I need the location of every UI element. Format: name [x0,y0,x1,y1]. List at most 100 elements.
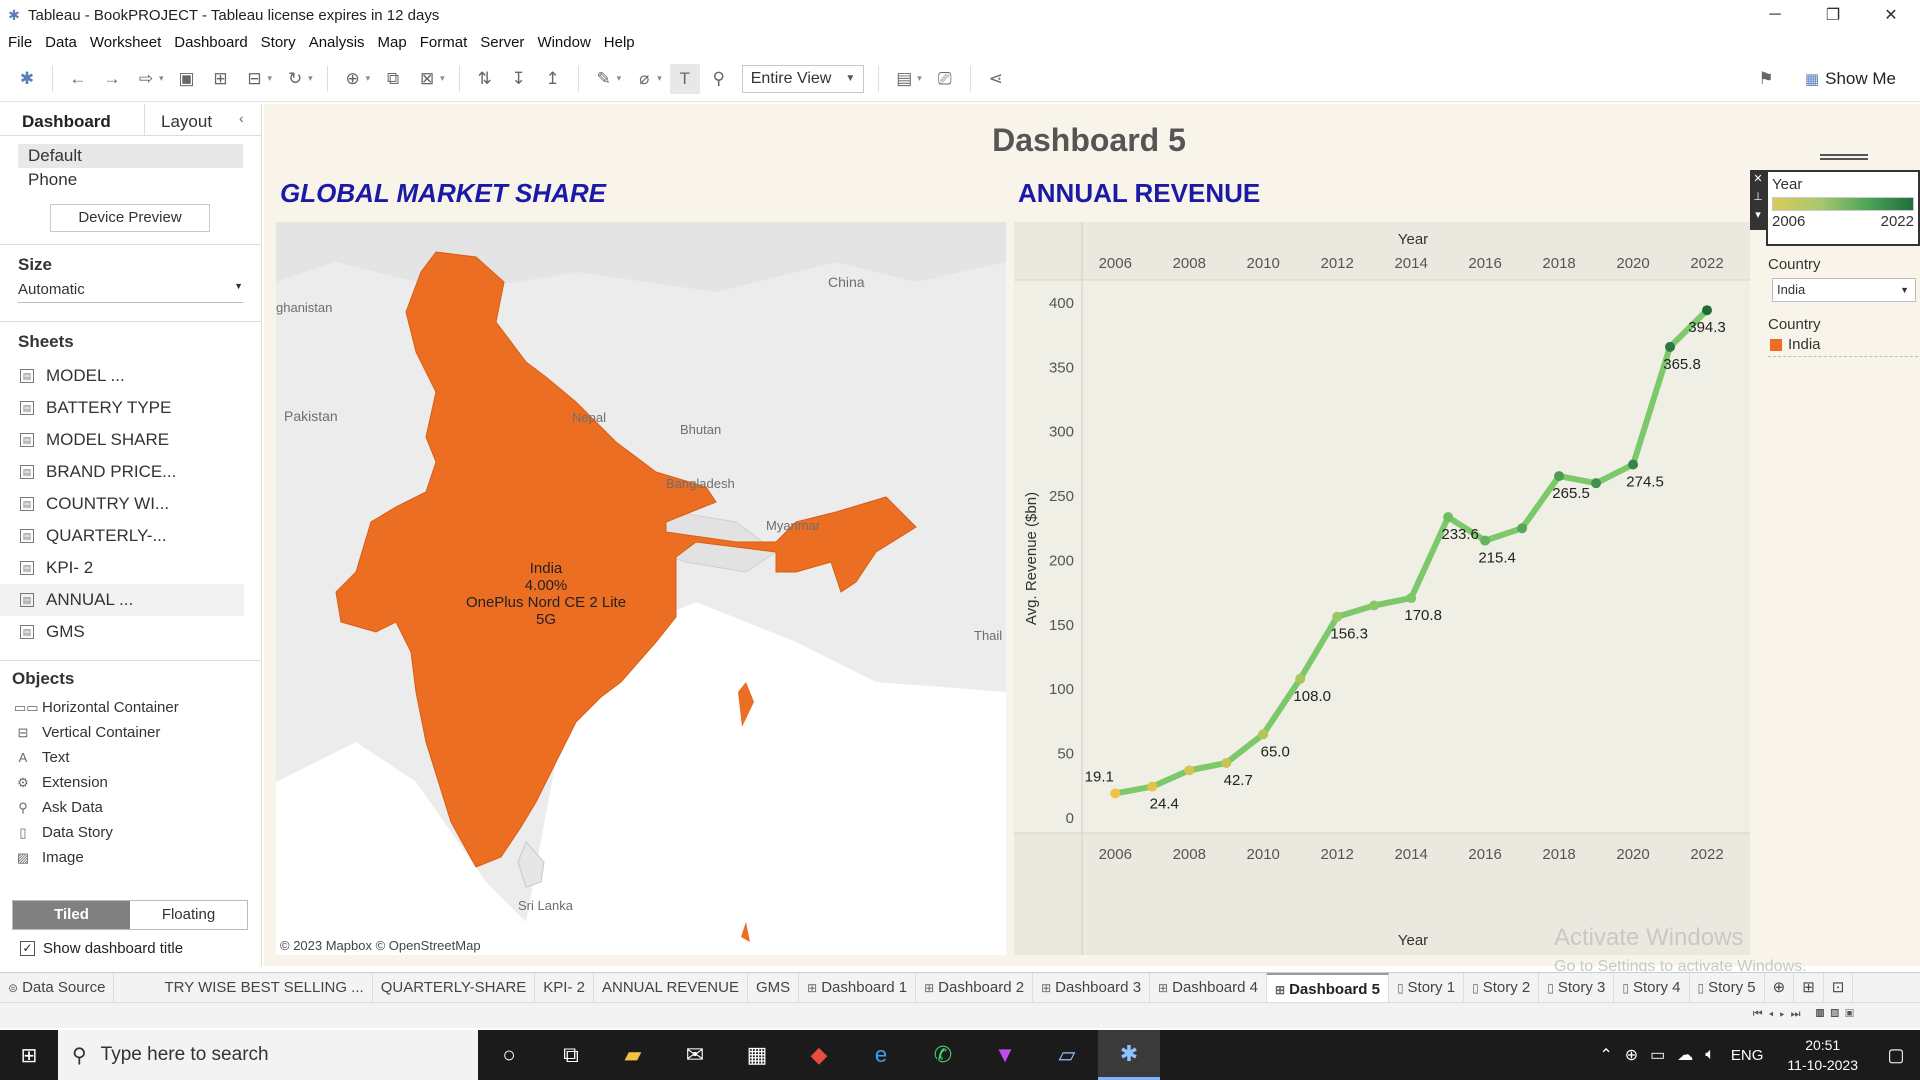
show-me-button[interactable]: ▦ Show Me [1805,69,1896,89]
more-options-icon[interactable]: ▾ [1755,209,1761,221]
dropdown-arrow-icon[interactable]: ▾ [159,73,164,83]
sheet-item[interactable]: ▤ MODEL SHARE [20,424,261,456]
sheet-item[interactable]: ▤ KPI- 2 [20,552,261,584]
taskbar-search-box[interactable]: ⚲ Type here to search [58,1030,478,1080]
mail-icon[interactable]: ✉ [685,1042,705,1067]
object-extension[interactable]: ⚙ Extension [14,770,261,795]
tab-story[interactable]: ▯ Story 5 [1690,972,1765,1003]
dropdown-arrow-icon[interactable]: ▾ [616,73,622,83]
language-indicator[interactable]: ENG [1730,1046,1764,1064]
save-icon[interactable]: ▣ [178,68,195,88]
year-color-legend[interactable]: Year 2006 2022 [1766,170,1920,246]
drag-handle-icon[interactable] [1820,154,1868,160]
new-worksheet-icon[interactable]: ⊕ [345,68,360,88]
menu-server[interactable]: Server [480,33,525,51]
country-filter-select[interactable]: India ▼ [1772,278,1916,302]
file-explorer-icon[interactable]: ▰ [624,1042,642,1067]
network-globe-icon[interactable]: ⊕ [1624,1047,1639,1064]
tiled-button[interactable]: Tiled [13,901,130,929]
pin-board-icon[interactable]: ⚑ [1758,69,1774,88]
anydesk-icon[interactable]: ◆ [810,1042,828,1067]
checkbox-checked-icon[interactable]: ✓ [20,941,35,956]
tab-sheet[interactable]: GMS [748,972,800,1003]
microsoft-store-icon[interactable]: ▦ [746,1042,768,1067]
dropdown-arrow-icon[interactable]: ▾ [917,73,922,83]
menu-worksheet[interactable]: Worksheet [89,33,162,51]
close-button[interactable]: ✕ [1884,7,1898,24]
device-phone[interactable]: Phone [28,170,78,189]
tableau-home-icon[interactable]: ✱ [19,68,35,88]
sort-ascending-icon[interactable]: ↧ [511,68,526,88]
sort-descending-icon[interactable]: ↥ [545,68,560,88]
sheet-navigation-icons[interactable]: ⏮◂▸⏭ ▦▤▣ [1752,1008,1860,1020]
sheet-item[interactable]: ▤ ANNUAL ... [0,584,244,616]
whatsapp-icon[interactable]: ✆ [933,1042,953,1067]
menu-map[interactable]: Map [377,33,407,51]
tab-sheet[interactable]: QUARTERLY-SHARE [373,972,536,1003]
menu-story[interactable]: Story [260,33,296,51]
tab-dashboard[interactable]: ⊞ Dashboard 4 [1150,972,1268,1003]
andaman-islands[interactable] [741,922,750,942]
close-icon[interactable]: ✕ [1753,173,1763,185]
country-legend-item[interactable]: India [1770,336,1821,353]
task-view-icon[interactable]: ⧉ [563,1042,579,1067]
market-share-map[interactable]: China Pakistan Nepal Bhutan Bangladesh M… [276,222,1006,955]
tab-sheet[interactable]: TRY WISE BEST SELLING ... [156,972,373,1003]
tab-dashboard[interactable]: ⊞ Dashboard 3 [1033,972,1151,1003]
edge-browser-icon[interactable]: e [874,1042,888,1067]
swap-icon[interactable]: ⇅ [477,68,492,88]
floating-button[interactable]: Floating [161,906,216,923]
collapse-pane-icon[interactable]: ‹ [239,110,244,126]
undo-icon[interactable]: ← [69,68,87,88]
dropdown-arrow-icon[interactable]: ▾ [267,73,273,83]
tab-story[interactable]: ▯ Story 2 [1464,972,1540,1003]
presentation-mode-icon[interactable]: ⎚ [937,68,952,88]
pause-updates-icon[interactable]: ⊟ [247,68,262,88]
object-horizontal-container[interactable]: ▭▭ Horizontal Container [14,695,261,720]
duplicate-icon[interactable]: ⧉ [387,68,400,88]
tab-story[interactable]: ▯ Story 1 [1389,972,1465,1003]
dropdown-arrow-icon[interactable]: ▾ [440,73,445,83]
device-default[interactable]: Default [18,144,243,168]
menu-data[interactable]: Data [45,33,77,51]
menu-window[interactable]: Window [537,33,591,51]
device-preview-button[interactable]: Device Preview [50,204,210,232]
show-cards-icon[interactable]: ▤ [896,68,913,88]
fit-view-select[interactable]: Entire View ▼ [741,64,865,93]
sheet-item[interactable]: ▤ COUNTRY WI... [20,488,261,520]
new-worksheet-tab-icon[interactable]: ⊕ [1765,972,1795,1003]
dropdown-arrow-icon[interactable]: ▾ [657,73,662,83]
object-ask-data[interactable]: ⚲ Ask Data [14,795,261,820]
dropdown-arrow-icon[interactable]: ▾ [308,73,313,83]
object-data-story[interactable]: ▯ Data Story [14,820,261,845]
tab-dashboard-active[interactable]: ⊞ Dashboard 5 [1267,972,1389,1003]
object-text[interactable]: A Text [14,745,261,770]
restore-button[interactable]: ❐ [1825,7,1841,24]
onedrive-cloud-icon[interactable]: ☁ [1677,1047,1694,1064]
clock[interactable]: 20:51 11-10-2023 [1787,1035,1858,1075]
tableau-taskbar-icon[interactable]: ✱ [1098,1030,1160,1080]
new-data-source-icon[interactable]: ⊞ [213,68,228,88]
group-icon[interactable]: ⌀ [639,68,650,88]
object-image[interactable]: ▨ Image [14,845,261,870]
legend-controls[interactable]: ✕ ⊥ ▾ [1750,170,1766,230]
tab-sheet[interactable]: ANNUAL REVENUE [594,972,748,1003]
tab-dashboard[interactable]: Dashboard [0,104,145,135]
minimize-button[interactable]: ─ [1769,6,1781,23]
tab-story[interactable]: ▯ Story 4 [1614,972,1690,1003]
pin-icon[interactable]: ⚲ [712,68,725,88]
annual-revenue-chart[interactable]: Year Year Avg. Revenue ($bn) 2006 2006 2008 20… [1014,222,1750,955]
remote-desktop-icon[interactable]: ▱ [1058,1042,1076,1067]
tab-data-source[interactable]: ⊜ Data Source [0,972,115,1003]
menu-dashboard[interactable]: Dashboard [174,33,248,51]
tab-dashboard[interactable]: ⊞ Dashboard 2 [916,972,1034,1003]
media-app-icon[interactable]: ▼ [994,1042,1016,1067]
sheet-item[interactable]: ▤ BRAND PRICE... [20,456,261,488]
sheet-item[interactable]: ▤ QUARTERLY-... [20,520,261,552]
windows-start-icon[interactable]: ⊞ [20,1044,38,1067]
new-dashboard-tab-icon[interactable]: ⊞ [1794,972,1824,1003]
replace-data-icon[interactable]: ⇨ [138,68,154,88]
andaman-islands-north[interactable] [738,682,754,727]
tab-story[interactable]: ▯ Story 3 [1539,972,1615,1003]
chevron-up-icon[interactable]: ⌃ [1599,1047,1613,1064]
